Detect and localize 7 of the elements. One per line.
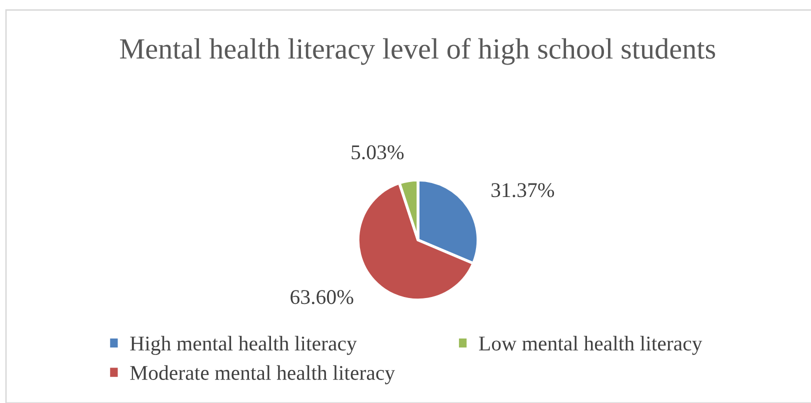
legend-label: Moderate mental health literacy xyxy=(130,365,395,384)
data-label: 5.03% xyxy=(352,145,404,160)
legend-label: Low mental health literacy xyxy=(479,336,702,355)
data-label: 31.37% xyxy=(492,183,554,198)
data-label: 63.60% xyxy=(290,290,354,304)
chart-title: Mental health literacy level of high school students xyxy=(120,38,716,65)
legend-label: High mental health literacy xyxy=(130,336,357,355)
